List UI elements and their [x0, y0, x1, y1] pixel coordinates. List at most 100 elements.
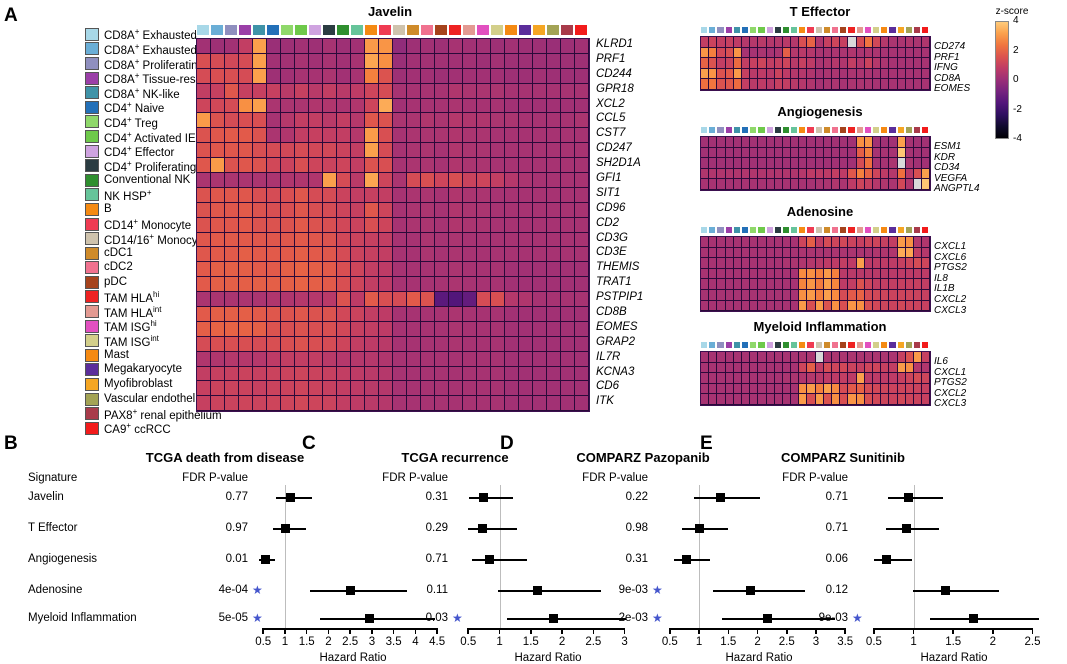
- heatmap-cell: [239, 321, 253, 337]
- legend-item: B: [85, 202, 222, 217]
- heatmap-cell: [421, 336, 435, 352]
- heatmap-cell: [309, 381, 323, 397]
- heatmap-cell: [463, 173, 477, 188]
- heatmap-cell: [889, 179, 898, 190]
- heatmap-cell: [856, 258, 865, 269]
- heatmap-cell: [463, 396, 477, 412]
- heatmap-cell: [393, 351, 407, 367]
- heatmap-cell: [197, 336, 211, 352]
- forest-signature-label: Adenosine: [28, 584, 83, 596]
- heatmap-cell: [435, 247, 449, 263]
- heatmap-cell: [701, 279, 710, 290]
- heatmap-angiogenesis[interactable]: [700, 126, 932, 191]
- heatmap-cell: [856, 383, 865, 395]
- legend-item: NK HSP+: [85, 188, 222, 203]
- heatmap-cell: [519, 217, 533, 233]
- heatmap-cell: [211, 217, 225, 233]
- heatmap-cell: [393, 113, 407, 129]
- heatmap-cell: [733, 37, 742, 48]
- heatmap-cell: [239, 113, 253, 129]
- forest-plot-comparz-sunitinib[interactable]: [866, 485, 1042, 645]
- heatmap-cell: [393, 366, 407, 382]
- heatmap-cell: [477, 143, 491, 159]
- heatmap-cell: [881, 279, 890, 290]
- colorbar-title: z-score: [995, 6, 1029, 17]
- forest-pvalue: 0.29: [425, 522, 448, 534]
- heatmap-cell: [449, 336, 463, 352]
- heatmap-cell: [323, 277, 337, 293]
- forest-plot-tcga-recurrence[interactable]: [462, 485, 634, 645]
- heatmap-cell: [337, 158, 351, 174]
- heatmap-cell: [561, 336, 575, 352]
- heatmap-cell: [491, 39, 505, 54]
- heatmap-cell: [267, 381, 281, 397]
- heatmap-cell: [709, 362, 718, 374]
- heatmap-cell: [533, 247, 547, 263]
- heatmap-cell: [758, 179, 767, 190]
- heatmap-cell: [889, 137, 898, 148]
- heatmap-cell: [864, 37, 873, 48]
- heatmap-cell: [323, 307, 337, 322]
- legend-swatch: [85, 275, 99, 289]
- heatmap-cell: [717, 147, 726, 159]
- colorbar-tick-label: -4: [1013, 133, 1022, 144]
- heatmap-cell: [750, 279, 759, 290]
- heatmap-cell: [897, 383, 906, 395]
- forest-plot-tcga-death[interactable]: [258, 485, 448, 645]
- heatmap-cell: [491, 68, 505, 84]
- color-strip-cell: [855, 341, 864, 349]
- heatmap-cell: [239, 351, 253, 367]
- heatmap-cell: [225, 173, 239, 188]
- heatmap-cell: [309, 217, 323, 233]
- heatmap-cell: [913, 300, 923, 312]
- legend-item: cDC2: [85, 261, 222, 276]
- forest-plot-comparz-pazopanib[interactable]: [664, 485, 854, 645]
- heatmap-cell: [750, 362, 759, 374]
- heatmap-javelin[interactable]: [196, 24, 590, 413]
- heatmap-cell: [449, 277, 463, 293]
- heatmap-cell: [807, 268, 816, 280]
- heatmap-cell: [709, 237, 718, 248]
- heatmap-cell: [281, 98, 295, 114]
- heatmap-cell: [889, 68, 898, 80]
- heatmap-cell: [561, 381, 575, 397]
- heatmap-cell: [741, 58, 751, 69]
- heatmap-cell: [717, 168, 726, 180]
- legend-swatch: [85, 319, 99, 333]
- heatmap-cell: [295, 321, 309, 337]
- heatmap-cell: [561, 83, 575, 99]
- heatmap-cell: [561, 173, 575, 188]
- heatmap-teffector[interactable]: [700, 26, 932, 91]
- heatmap-cell: [741, 362, 751, 374]
- heatmap-cell: [897, 352, 906, 363]
- hazard-ratio-point: [903, 493, 913, 503]
- heatmap-cell: [253, 232, 267, 248]
- forest-pvalue-header-tcga-recurrence: FDR P-value: [382, 472, 448, 484]
- color-strip-cell: [790, 341, 799, 349]
- heatmap-cell: [463, 128, 477, 144]
- heatmap-myeloid[interactable]: [700, 341, 932, 406]
- heatmap-cell: [575, 247, 589, 263]
- heatmap-cell: [733, 268, 742, 280]
- gene-label: CD244: [596, 67, 632, 80]
- heatmap-cell: [393, 336, 407, 352]
- heatmap-cell: [561, 143, 575, 159]
- color-strip-cell: [700, 226, 709, 234]
- heatmap-cell: [807, 147, 816, 159]
- axis-tick-label: 3.5: [385, 636, 402, 648]
- legend-item: cDC1: [85, 246, 222, 261]
- axis-tick: [371, 628, 373, 634]
- heatmap-cell: [309, 173, 323, 188]
- heatmap-cell: [225, 158, 239, 174]
- heatmap-cell: [872, 362, 882, 374]
- heatmap-cell: [733, 237, 742, 248]
- heatmap-cell: [281, 232, 295, 248]
- heatmap-cell: [547, 396, 561, 412]
- confidence-interval: [873, 559, 912, 561]
- heatmap-adenosine[interactable]: [700, 226, 932, 313]
- color-strip-cell: [888, 341, 897, 349]
- forest-pvalue: 0.12: [825, 584, 848, 596]
- heatmap-cell: [864, 383, 873, 395]
- hazard-ratio-point: [345, 586, 355, 596]
- heatmap-cell: [435, 307, 449, 322]
